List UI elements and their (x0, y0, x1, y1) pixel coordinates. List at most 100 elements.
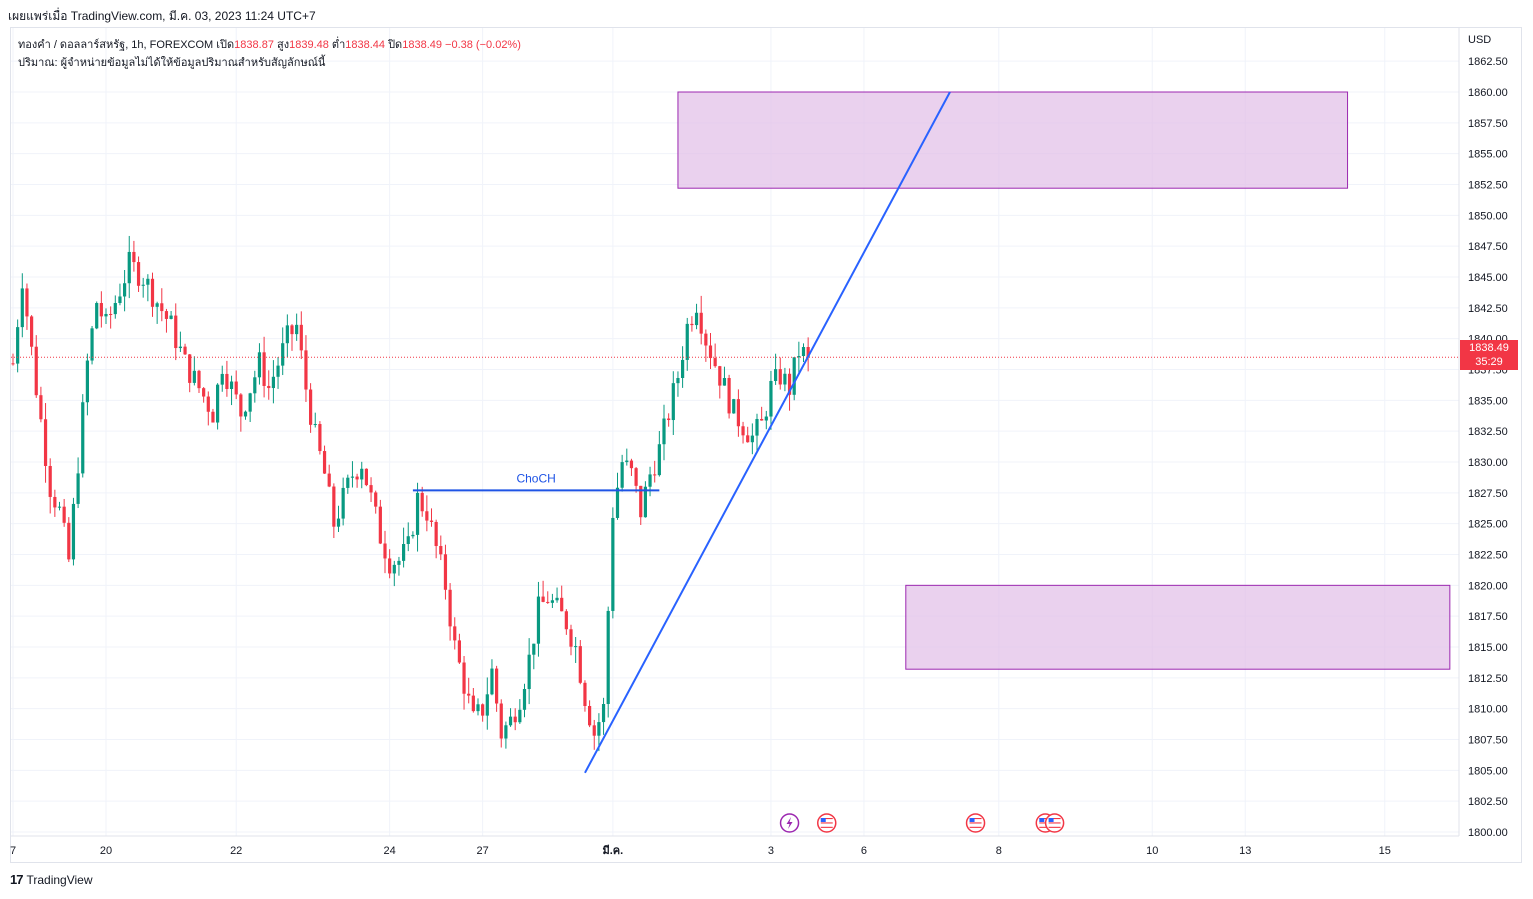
price-axis: 1862.50 1860.00 1857.50 1855.00 1852.50 1850.… (1468, 56, 1508, 839)
candle-body (99, 303, 103, 317)
price-tick-label: 1807.50 (1468, 735, 1508, 747)
candle-body (188, 354, 192, 383)
candle-body (429, 520, 434, 522)
last-price-tag: 1838.49 35:29 (1460, 340, 1518, 370)
candle-body (276, 365, 280, 377)
candle-body (448, 589, 452, 627)
candle-body (527, 654, 531, 690)
candle-body (462, 662, 466, 694)
candle-body (694, 312, 699, 326)
candle-body (769, 380, 773, 417)
time-tick-label: 24 (384, 845, 396, 857)
symbol-name[interactable]: ทองคำ / ดอลลาร์สหรัฐ, 1h, FOREXCOM (18, 39, 214, 51)
trendline (584, 91, 951, 774)
candle-body (192, 370, 196, 383)
candle-body (764, 416, 768, 421)
candle-body (643, 486, 647, 518)
candle-body (760, 418, 764, 421)
candle-body (127, 251, 131, 284)
candle-body (425, 511, 429, 521)
published-header: เผยแพร่เมื่อ TradingView.com, มี.ค. 03, … (8, 9, 316, 23)
candle-body (741, 426, 745, 436)
candle-body (402, 544, 406, 561)
candle-body (290, 325, 294, 335)
candle-body (104, 313, 108, 317)
candle-body (257, 352, 262, 378)
candle-body (485, 694, 489, 716)
candle-body (490, 668, 494, 695)
candle-body (16, 327, 20, 364)
candle-body (262, 352, 266, 386)
footer-brand[interactable]: 17 TradingView (10, 872, 93, 887)
open-label: เปิด (216, 39, 235, 51)
candle-body (574, 646, 578, 648)
candle-body (778, 369, 782, 385)
candle-body (281, 343, 285, 366)
price-tick-label: 1800.00 (1468, 827, 1508, 839)
candle-body (750, 435, 754, 443)
us-flag-stripe (969, 822, 982, 824)
candle-body (364, 468, 368, 486)
candle-body (657, 444, 661, 476)
candle-body (216, 384, 220, 423)
candle-body (406, 536, 410, 545)
us-flag-canton (969, 818, 975, 822)
candle-body (653, 474, 657, 476)
us-flag-stripe (820, 820, 833, 822)
choch-label: ChoCH (516, 471, 555, 485)
candle-body (355, 476, 359, 480)
us-flag-stripe (1048, 826, 1061, 828)
us-flag-stripe (969, 826, 982, 828)
candle-body (415, 492, 420, 535)
candle-body (76, 473, 80, 504)
candle-body (588, 705, 592, 726)
candle-body (532, 643, 536, 655)
candle-body (508, 716, 513, 726)
candle-body (383, 543, 387, 559)
candle-body (560, 597, 564, 612)
chart-frame[interactable] (10, 27, 1522, 863)
candle-body (90, 328, 94, 361)
candle-body (434, 521, 438, 547)
tradingview-logo-icon: 17 (10, 872, 24, 887)
candle-body (229, 381, 234, 390)
candle-body (43, 419, 48, 466)
price-tick-label: 1817.50 (1468, 611, 1508, 623)
open-value: 1838.87 (234, 39, 274, 51)
candle-body (787, 373, 792, 395)
price-tick-label: 1820.00 (1468, 580, 1508, 592)
candle-body (397, 560, 401, 565)
currency-label[interactable]: USD (1468, 34, 1492, 46)
candle-body (806, 347, 810, 358)
us-flag-event-icon (1044, 813, 1065, 833)
drawing-tools: ChoCH (11, 91, 1459, 774)
candle-body (611, 517, 615, 611)
flash-event-icon (779, 813, 800, 833)
candle-body (648, 474, 652, 487)
time-tick-label: 13 (1239, 845, 1251, 857)
candle-body (681, 359, 685, 378)
candle-body (374, 492, 378, 507)
candle-body (39, 395, 43, 420)
economic-events (779, 813, 1065, 833)
candle-body (11, 363, 15, 365)
low-value: 1838.44 (345, 39, 386, 51)
candle-body (71, 503, 76, 560)
candle-body (350, 476, 355, 478)
candle-body (713, 358, 717, 367)
candle-body (150, 278, 155, 307)
candle-body (606, 610, 610, 705)
price-tick-label: 1805.00 (1468, 765, 1508, 777)
candle-body (178, 346, 182, 349)
candle-body (518, 709, 522, 723)
candle-body (746, 435, 750, 443)
candle-body (453, 626, 457, 641)
time-axis: 7 20 22 24 27 มี.ค. 3 6 8 10 13 15 (10, 844, 1391, 857)
candle-body (601, 704, 606, 723)
candle-body (615, 487, 620, 518)
candle-body (225, 373, 229, 390)
candle-body (597, 722, 601, 736)
candle-body (146, 278, 150, 285)
candle-body (801, 347, 806, 357)
